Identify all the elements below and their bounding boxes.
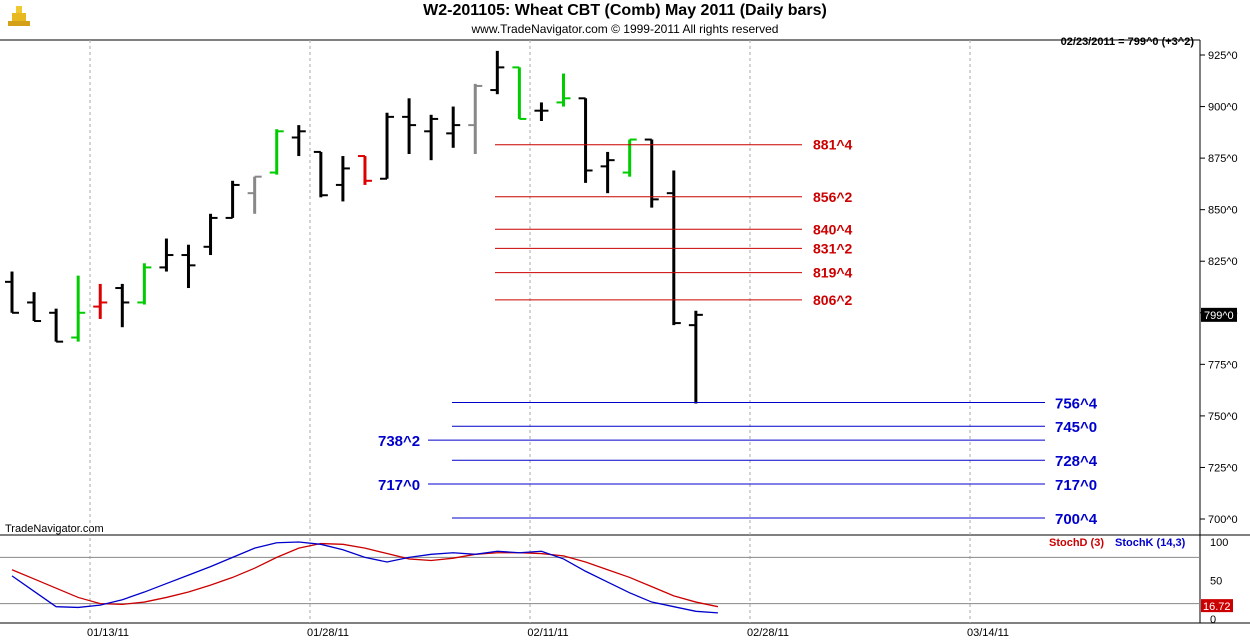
price-bar [556, 73, 571, 107]
y-tick-label: 725^0 [1208, 462, 1238, 474]
stoch-value-box [1201, 599, 1233, 613]
support-label: 717^0 [1055, 477, 1097, 494]
price-bar [27, 292, 42, 323]
price-bar [490, 50, 505, 95]
trade-navigator-logo-icon [6, 3, 32, 34]
price-bar [225, 180, 240, 219]
price-bar [402, 98, 417, 154]
price-readout: 02/23/2011 = 799^0 (+3^2) [1060, 36, 1194, 48]
price-bar [578, 97, 593, 183]
legend-stoch-k: StochK (14,3) [1115, 537, 1186, 549]
main-grid [0, 39, 1250, 624]
price-bar [247, 175, 262, 214]
price-bar [203, 213, 218, 256]
last-price-box [1201, 307, 1237, 322]
price-bar [468, 83, 483, 154]
price-bar [380, 112, 395, 180]
brand-label: TradeNavigator.com [5, 523, 104, 535]
resistance-label: 819^4 [813, 265, 853, 281]
price-bar [115, 283, 130, 328]
price-bar [269, 129, 284, 175]
support-label: 728^4 [1055, 453, 1098, 470]
price-bar [512, 66, 527, 120]
price-bar [5, 271, 19, 314]
copyright-text: www.TradeNavigator.com © 1999-2011 All r… [471, 22, 779, 36]
resistance-label: 806^2 [813, 292, 853, 308]
x-tick-label: 02/28/11 [747, 627, 789, 639]
price-bar [313, 150, 328, 198]
price-bar [291, 125, 306, 157]
price-bar [534, 102, 549, 121]
price-bar [644, 138, 659, 208]
x-tick-label: 01/28/11 [307, 627, 349, 639]
stoch-line [11, 541, 718, 614]
price-bar [622, 138, 637, 177]
resistance-label: 831^2 [813, 240, 853, 256]
y-tick-label: 900^0 [1208, 102, 1238, 114]
y-tick-label: 925^0 [1208, 50, 1238, 62]
y-tick-label: 775^0 [1208, 359, 1238, 371]
y-tick-label: 850^0 [1208, 205, 1238, 217]
stoch-y-tick-label: 50 [1210, 576, 1222, 588]
stoch-y-tick-label: 100 [1210, 537, 1228, 549]
legend-stoch-d: StochD (3) [1049, 537, 1104, 549]
price-bar [137, 263, 152, 305]
price-bar [446, 106, 461, 148]
price-bar [357, 155, 372, 185]
stochastic-panel: 100 50 016.72 [0, 537, 1233, 626]
support-label: 745^0 [1055, 419, 1097, 436]
price-bar [666, 170, 681, 326]
last-price-label: 799^0 [1204, 310, 1234, 322]
resistance-label: 856^2 [813, 189, 853, 205]
price-bar [688, 310, 703, 404]
x-tick-label: 03/14/11 [967, 627, 1009, 639]
price-bar [335, 156, 350, 202]
chart-title: W2-201105: Wheat CBT (Comb) May 2011 (Da… [423, 2, 827, 19]
price-bar [93, 283, 108, 319]
support-left-label: 717^0 [378, 477, 420, 494]
price-bar [181, 244, 196, 289]
support-label: 756^4 [1055, 395, 1098, 412]
y-axis: 925^0900^0875^0850^0825^0800^0775^0750^0… [1200, 50, 1238, 526]
y-tick-label: 825^0 [1208, 256, 1238, 268]
x-axis: 01/13/11 01/28/11 02/11/11 02/28/11 03/14/11 [87, 627, 1009, 639]
x-tick-label: 02/11/11 [527, 627, 568, 639]
y-tick-label: 875^0 [1208, 153, 1238, 165]
price-bar [159, 238, 174, 272]
levels: 881^4 856^2 840^4 831^2 819^4 806^2 756^4 745^0… [378, 137, 1098, 528]
y-tick-label: 750^0 [1208, 411, 1238, 423]
support-left-label: 738^2 [378, 433, 420, 450]
stoch-value-label: 16.72 [1203, 601, 1231, 613]
resistance-label: 840^4 [813, 221, 853, 237]
x-tick-label: 01/13/11 [87, 627, 129, 639]
price-bar [424, 114, 439, 161]
stoch-y-tick-label: 0 [1210, 614, 1216, 626]
support-label: 700^4 [1055, 511, 1098, 528]
price-bar [600, 151, 615, 194]
resistance-label: 881^4 [813, 137, 853, 153]
price-bars [5, 50, 703, 404]
stoch-line [11, 542, 719, 608]
price-bar [71, 275, 86, 342]
y-tick-label: 700^0 [1208, 514, 1238, 526]
price-bar [49, 308, 64, 343]
